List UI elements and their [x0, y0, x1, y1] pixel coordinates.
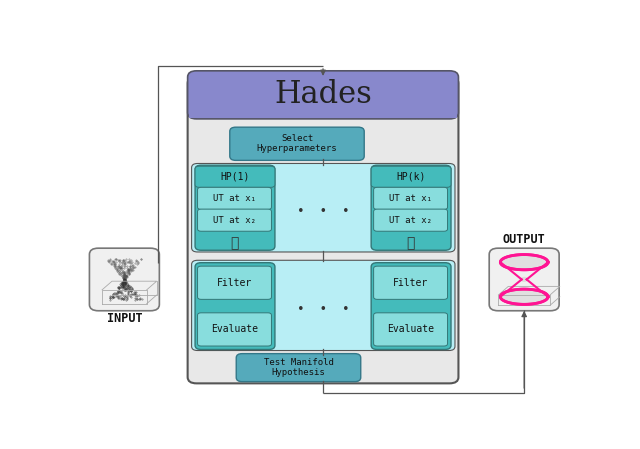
- FancyBboxPatch shape: [374, 266, 447, 299]
- Text: UT at x₁: UT at x₁: [389, 194, 432, 203]
- FancyBboxPatch shape: [198, 266, 271, 299]
- FancyBboxPatch shape: [374, 209, 447, 231]
- FancyBboxPatch shape: [371, 263, 451, 349]
- Text: HP(1): HP(1): [220, 172, 250, 182]
- Text: ⋮: ⋮: [406, 236, 415, 250]
- FancyBboxPatch shape: [489, 248, 559, 311]
- Text: INPUT: INPUT: [107, 312, 143, 325]
- Text: Hades: Hades: [274, 79, 372, 110]
- Text: Select
Hyperparameters: Select Hyperparameters: [257, 134, 337, 154]
- FancyBboxPatch shape: [371, 165, 451, 250]
- Text: Evaluate: Evaluate: [211, 325, 258, 335]
- FancyBboxPatch shape: [191, 163, 455, 252]
- Text: •  •  •: • • •: [297, 303, 349, 316]
- Ellipse shape: [520, 277, 528, 282]
- FancyBboxPatch shape: [374, 313, 447, 346]
- Text: Filter: Filter: [393, 278, 428, 288]
- Text: UT at x₂: UT at x₂: [389, 216, 432, 224]
- FancyBboxPatch shape: [230, 127, 364, 160]
- FancyBboxPatch shape: [236, 354, 361, 382]
- FancyBboxPatch shape: [198, 187, 271, 209]
- Ellipse shape: [500, 255, 548, 270]
- Text: HP(k): HP(k): [396, 172, 426, 182]
- Text: UT at x₁: UT at x₁: [213, 194, 256, 203]
- FancyBboxPatch shape: [198, 209, 271, 231]
- FancyBboxPatch shape: [374, 187, 447, 209]
- FancyBboxPatch shape: [191, 260, 455, 351]
- FancyBboxPatch shape: [371, 166, 451, 187]
- FancyBboxPatch shape: [188, 77, 458, 383]
- FancyBboxPatch shape: [195, 166, 275, 187]
- Bar: [189, 72, 457, 118]
- Text: Test Manifold
Hypothesis: Test Manifold Hypothesis: [264, 358, 333, 377]
- Text: OUTPUT: OUTPUT: [502, 233, 545, 246]
- FancyBboxPatch shape: [90, 248, 159, 311]
- Text: Filter: Filter: [217, 278, 252, 288]
- Text: Evaluate: Evaluate: [387, 325, 434, 335]
- FancyBboxPatch shape: [195, 263, 275, 349]
- Text: ⋮: ⋮: [230, 236, 239, 250]
- FancyBboxPatch shape: [188, 71, 458, 119]
- FancyBboxPatch shape: [195, 165, 275, 250]
- Text: •  •  •: • • •: [297, 205, 349, 218]
- FancyBboxPatch shape: [198, 313, 271, 346]
- Bar: [189, 102, 457, 118]
- Ellipse shape: [500, 289, 548, 304]
- Text: UT at x₂: UT at x₂: [213, 216, 256, 224]
